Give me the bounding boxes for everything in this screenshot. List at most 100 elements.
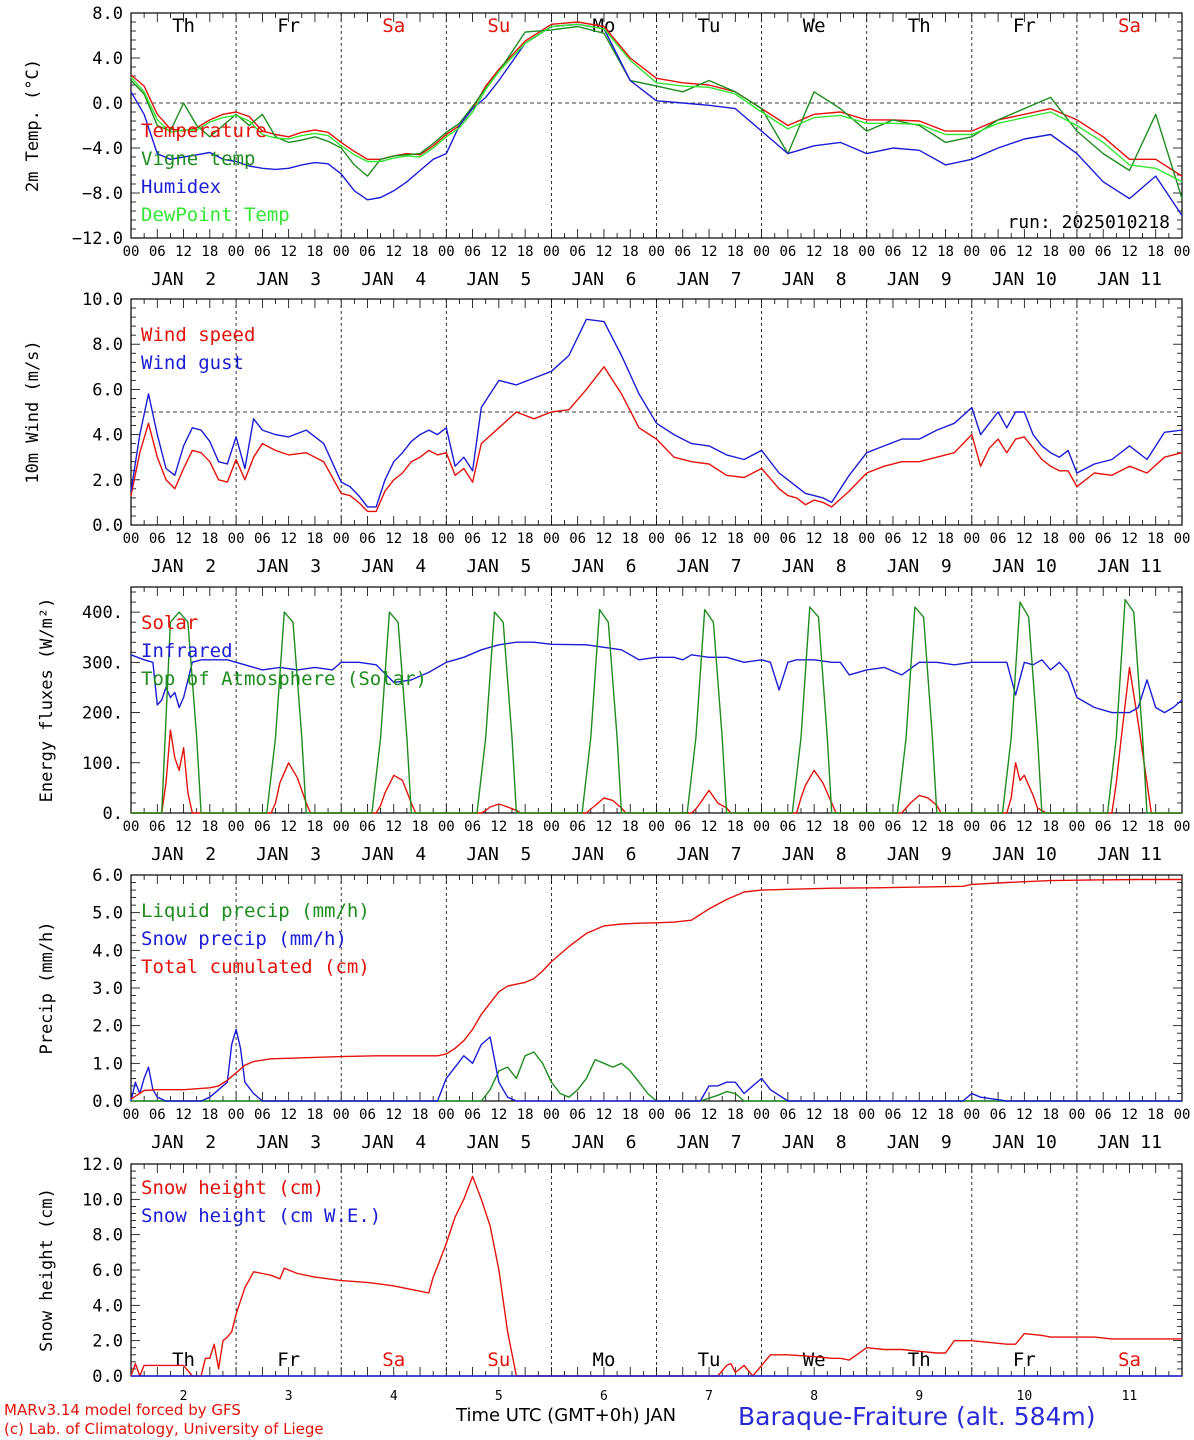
x-hour-label: 12	[701, 531, 718, 547]
x-hour-label: 06	[254, 244, 271, 260]
y-tick-label: 0.0	[92, 516, 123, 536]
x-hour-label: 06	[464, 531, 481, 547]
x-date-label: JAN 7	[677, 269, 742, 290]
x-date-label: JAN 11	[1097, 556, 1162, 577]
x-hour-label: 06	[1095, 531, 1112, 547]
x-hour-label: 18	[622, 819, 639, 835]
legend-entry: Humidex	[141, 176, 221, 198]
x-hour-label: 06	[990, 244, 1007, 260]
x-hour-label: 18	[1147, 1107, 1164, 1123]
day-of-week-label: We	[803, 15, 826, 37]
x-date-label: JAN 10	[992, 269, 1057, 290]
x-hour-label: 00	[438, 244, 455, 260]
x-hour-label: 18	[412, 531, 429, 547]
x-date-label: JAN 8	[782, 1132, 847, 1153]
x-day-number: 11	[1122, 1389, 1138, 1404]
x-hour-label: 12	[1016, 244, 1033, 260]
y-axis-title: Precip (mm/h)	[37, 921, 57, 1054]
x-date-label: JAN 11	[1097, 269, 1162, 290]
x-hour-label: 18	[727, 819, 744, 835]
x-hour-label: 12	[175, 244, 192, 260]
series-line-red	[130, 878, 1182, 1100]
x-hour-label: 00	[1068, 819, 1085, 835]
x-hour-label: 00	[228, 244, 245, 260]
x-hour-label: 00	[963, 531, 980, 547]
y-tick-label: −12.0	[72, 229, 123, 249]
y-tick-label: 6.0	[92, 1261, 123, 1281]
x-hour-label: 12	[490, 244, 507, 260]
x-hour-label: 00	[1068, 1107, 1085, 1123]
y-tick-label: 8.0	[92, 335, 123, 355]
x-hour-label: 00	[648, 244, 665, 260]
x-hour-label: 12	[1016, 819, 1033, 835]
x-hour-label: 00	[438, 819, 455, 835]
x-hour-label: 00	[543, 244, 560, 260]
x-hour-label: 06	[1095, 1107, 1112, 1123]
x-hour-label: 12	[596, 531, 613, 547]
y-axis-title: 10m Wind (m/s)	[23, 340, 43, 483]
x-hour-label: 06	[990, 819, 1007, 835]
x-hour-label: 06	[885, 531, 902, 547]
x-hour-label: 06	[149, 819, 166, 835]
x-hour-label: 00	[543, 819, 560, 835]
y-tick-label: 0.	[103, 804, 123, 824]
x-hour-label: 18	[1042, 1107, 1059, 1123]
x-hour-label: 00	[1174, 244, 1191, 260]
x-hour-label: 12	[385, 1107, 402, 1123]
x-hour-label: 00	[858, 1107, 875, 1123]
y-tick-label: 12.0	[82, 1155, 123, 1175]
x-day-number: 9	[915, 1389, 923, 1404]
series-line-blue	[130, 318, 1183, 508]
x-hour-label: 06	[1095, 819, 1112, 835]
series-line-green	[130, 25, 1183, 199]
day-of-week-label: Su	[487, 1349, 510, 1371]
x-hour-label: 06	[149, 1107, 166, 1123]
x-hour-label: 18	[201, 531, 218, 547]
x-hour-label: 12	[1121, 244, 1138, 260]
x-hour-label: 00	[963, 244, 980, 260]
x-hour-label: 18	[832, 244, 849, 260]
x-hour-label: 12	[701, 1107, 718, 1123]
x-hour-label: 18	[201, 819, 218, 835]
y-tick-label: 0.0	[92, 94, 123, 114]
series-line-blue	[130, 23, 1183, 216]
day-of-week-label: Fr	[1013, 15, 1036, 37]
x-hour-label: 18	[937, 1107, 954, 1123]
x-date-label: JAN 6	[571, 556, 636, 577]
y-tick-label: 6.0	[92, 866, 123, 886]
x-hour-label: 00	[1068, 531, 1085, 547]
x-hour-label: 12	[490, 531, 507, 547]
legend-entry: Snow precip (mm/h)	[141, 928, 347, 950]
x-hour-label: 18	[1147, 531, 1164, 547]
x-hour-label: 12	[911, 819, 928, 835]
x-hour-label: 06	[674, 819, 691, 835]
day-of-week-label: Mo	[593, 1349, 616, 1371]
x-date-label: JAN 4	[361, 269, 426, 290]
x-hour-label: 06	[359, 531, 376, 547]
x-hour-label: 18	[1042, 819, 1059, 835]
x-hour-label: 12	[385, 531, 402, 547]
x-date-label: JAN 4	[361, 556, 426, 577]
x-hour-label: 06	[569, 819, 586, 835]
x-date-label: JAN 3	[256, 556, 321, 577]
x-date-label: JAN 5	[466, 556, 531, 577]
x-hour-label: 18	[306, 244, 323, 260]
y-tick-label: 6.0	[92, 380, 123, 400]
day-of-week-label: Tu	[698, 1349, 721, 1371]
x-hour-label: 18	[517, 819, 534, 835]
x-hour-label: 12	[701, 244, 718, 260]
y-tick-label: 4.0	[92, 941, 123, 961]
y-tick-label: 2.0	[92, 1332, 123, 1352]
y-tick-label: 100.	[82, 754, 123, 774]
x-hour-label: 06	[674, 531, 691, 547]
panel-5: 0.0 2.0 4.0 6.0 8.0 10.0 12.0 Snow height (cm) 2…	[37, 1155, 1183, 1404]
x-hour-label: 18	[727, 531, 744, 547]
x-hour-label: 06	[464, 819, 481, 835]
x-hour-label: 12	[385, 244, 402, 260]
panel-1: 8.0 4.0 0.0 −4.0 −8.0 −12.0 2m Temp. (°C) 00 06 1…	[23, 4, 1190, 290]
y-tick-label: 400.	[82, 603, 123, 623]
series-line-green	[131, 1051, 1182, 1102]
x-hour-label: 12	[911, 244, 928, 260]
x-hour-label: 00	[543, 531, 560, 547]
legend-entry: Temperature	[141, 120, 267, 142]
